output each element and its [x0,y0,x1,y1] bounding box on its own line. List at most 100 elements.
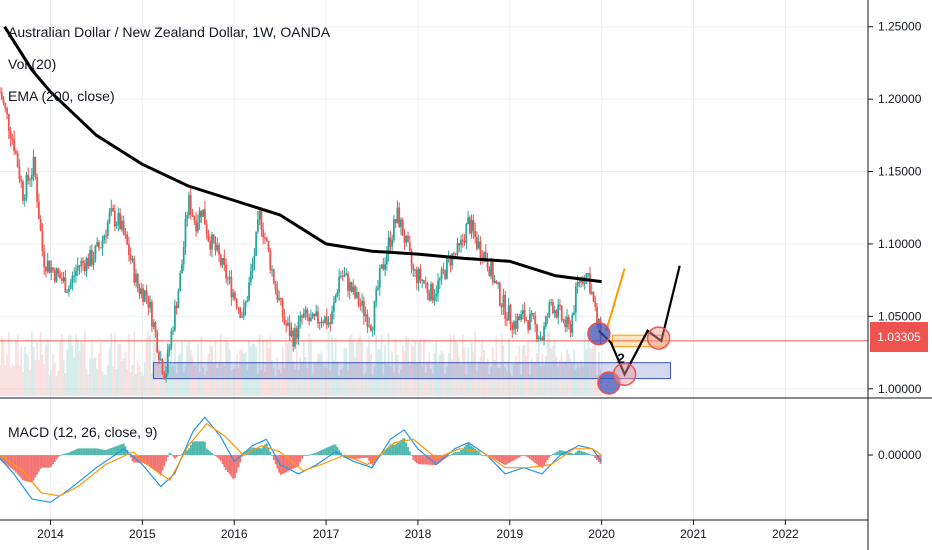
volume-bar [454,341,457,396]
time-axis[interactable]: 2014 2015 2016 2017 2018 2019 2020 2021 2022 [37,520,799,541]
macd-histogram-bar [377,455,379,459]
time-tick-label: 2015 [129,527,156,541]
volume-bar [45,344,47,396]
macd-histogram-bar [532,455,535,462]
volume-bar [216,368,219,396]
candle-body [7,114,10,131]
candle-body [590,292,593,294]
candle-body [179,273,182,292]
volume-legend[interactable]: Vol (20) [8,56,57,72]
macd-histogram-bar [497,455,500,462]
macd-histogram-bar [115,446,118,456]
candle-body [504,295,507,319]
macd-histogram-bar [407,447,409,456]
volume-bar [60,334,63,396]
candle-body [324,316,326,324]
candle-body [103,235,106,241]
candle-body [69,282,72,289]
macd-histogram-bar [193,441,196,456]
candle-body [13,139,16,152]
volume-bar [53,362,56,396]
candle-body [126,234,129,245]
candle-body [597,318,600,326]
projection-path[interactable] [598,265,681,377]
candle-body [428,292,431,301]
symbol-title[interactable]: Australian Dollar / New Zealand Dollar, … [8,24,331,40]
candle-body [461,239,464,241]
macd-histogram-bar [46,455,49,468]
ema-legend[interactable]: EMA (200, close) [8,88,115,104]
candle-body [362,300,365,317]
candle-body [347,273,349,291]
volume-bar [560,352,563,396]
macd-histogram-bar [214,455,217,456]
candle-body [55,268,58,282]
macd-histogram-bar [500,455,503,464]
macd-histogram-bar [590,454,593,456]
macd-histogram-bar [551,454,554,456]
macd-histogram-bar [445,455,448,458]
candle-body [292,330,295,347]
candle-body [288,322,291,336]
volume-bar [587,339,590,396]
candle-body [113,211,116,227]
macd-histogram-bar [158,455,160,474]
time-tick-label: 2022 [772,527,799,541]
macd-histogram-bar [458,451,461,456]
volume-bar [269,335,272,396]
macd-histogram-bar [75,449,77,456]
signal-line [0,422,602,497]
volume-bar [301,362,303,396]
macd-histogram-bar [152,455,155,470]
candle-body [583,283,586,285]
volume-bar [511,375,514,396]
volume-bar [396,355,399,396]
macd-histogram-bar [313,453,316,456]
candle-body [52,267,54,271]
candle-body [516,316,519,329]
candle-body [248,282,250,301]
macd-histogram-bar [437,455,439,464]
candle-body [574,286,577,313]
candle-body [232,292,235,298]
volume-bar [36,342,38,396]
macd-histogram-bar [20,455,23,479]
support-zone[interactable] [152,362,672,380]
volume-bar [447,352,450,396]
candle-body [9,130,12,139]
macd-histogram-bar [189,444,192,456]
volume-bar [149,334,152,396]
candle-body [415,269,418,284]
volume-bar [145,336,148,396]
volume-bar [398,373,401,396]
volume-bar [569,359,572,396]
price-axis[interactable]: 1.25000 1.20000 1.15000 1.10000 1.05000 1.000… [868,20,922,396]
volume-bar [582,365,584,396]
candle-body [468,217,471,234]
volume-bar [50,369,53,396]
volume-bar [225,339,227,396]
macd-histogram-bar [55,455,58,460]
volume-bar [470,342,473,396]
candle-body [313,313,316,317]
volume-bar [357,337,360,396]
volume-bar [147,331,150,396]
candle-body [204,209,206,225]
volume-bar [384,344,386,396]
macd-legend[interactable]: MACD (12, 26, close, 9) [8,424,158,440]
volume-bar [143,362,146,396]
candle-body [585,273,588,284]
macd-histogram-bar [119,444,122,456]
projection-markers [587,321,671,395]
projection-alt-path[interactable] [605,268,626,332]
macd-histogram-bar [370,455,372,465]
volume-bar [354,356,356,396]
macd-axis[interactable]: 0.00000 [868,448,922,462]
candle-body [269,250,272,271]
candle-body [564,319,567,328]
candle-body [400,219,402,227]
volume-bar [516,362,519,396]
candle-body [37,201,40,219]
volume-bar [2,340,5,396]
